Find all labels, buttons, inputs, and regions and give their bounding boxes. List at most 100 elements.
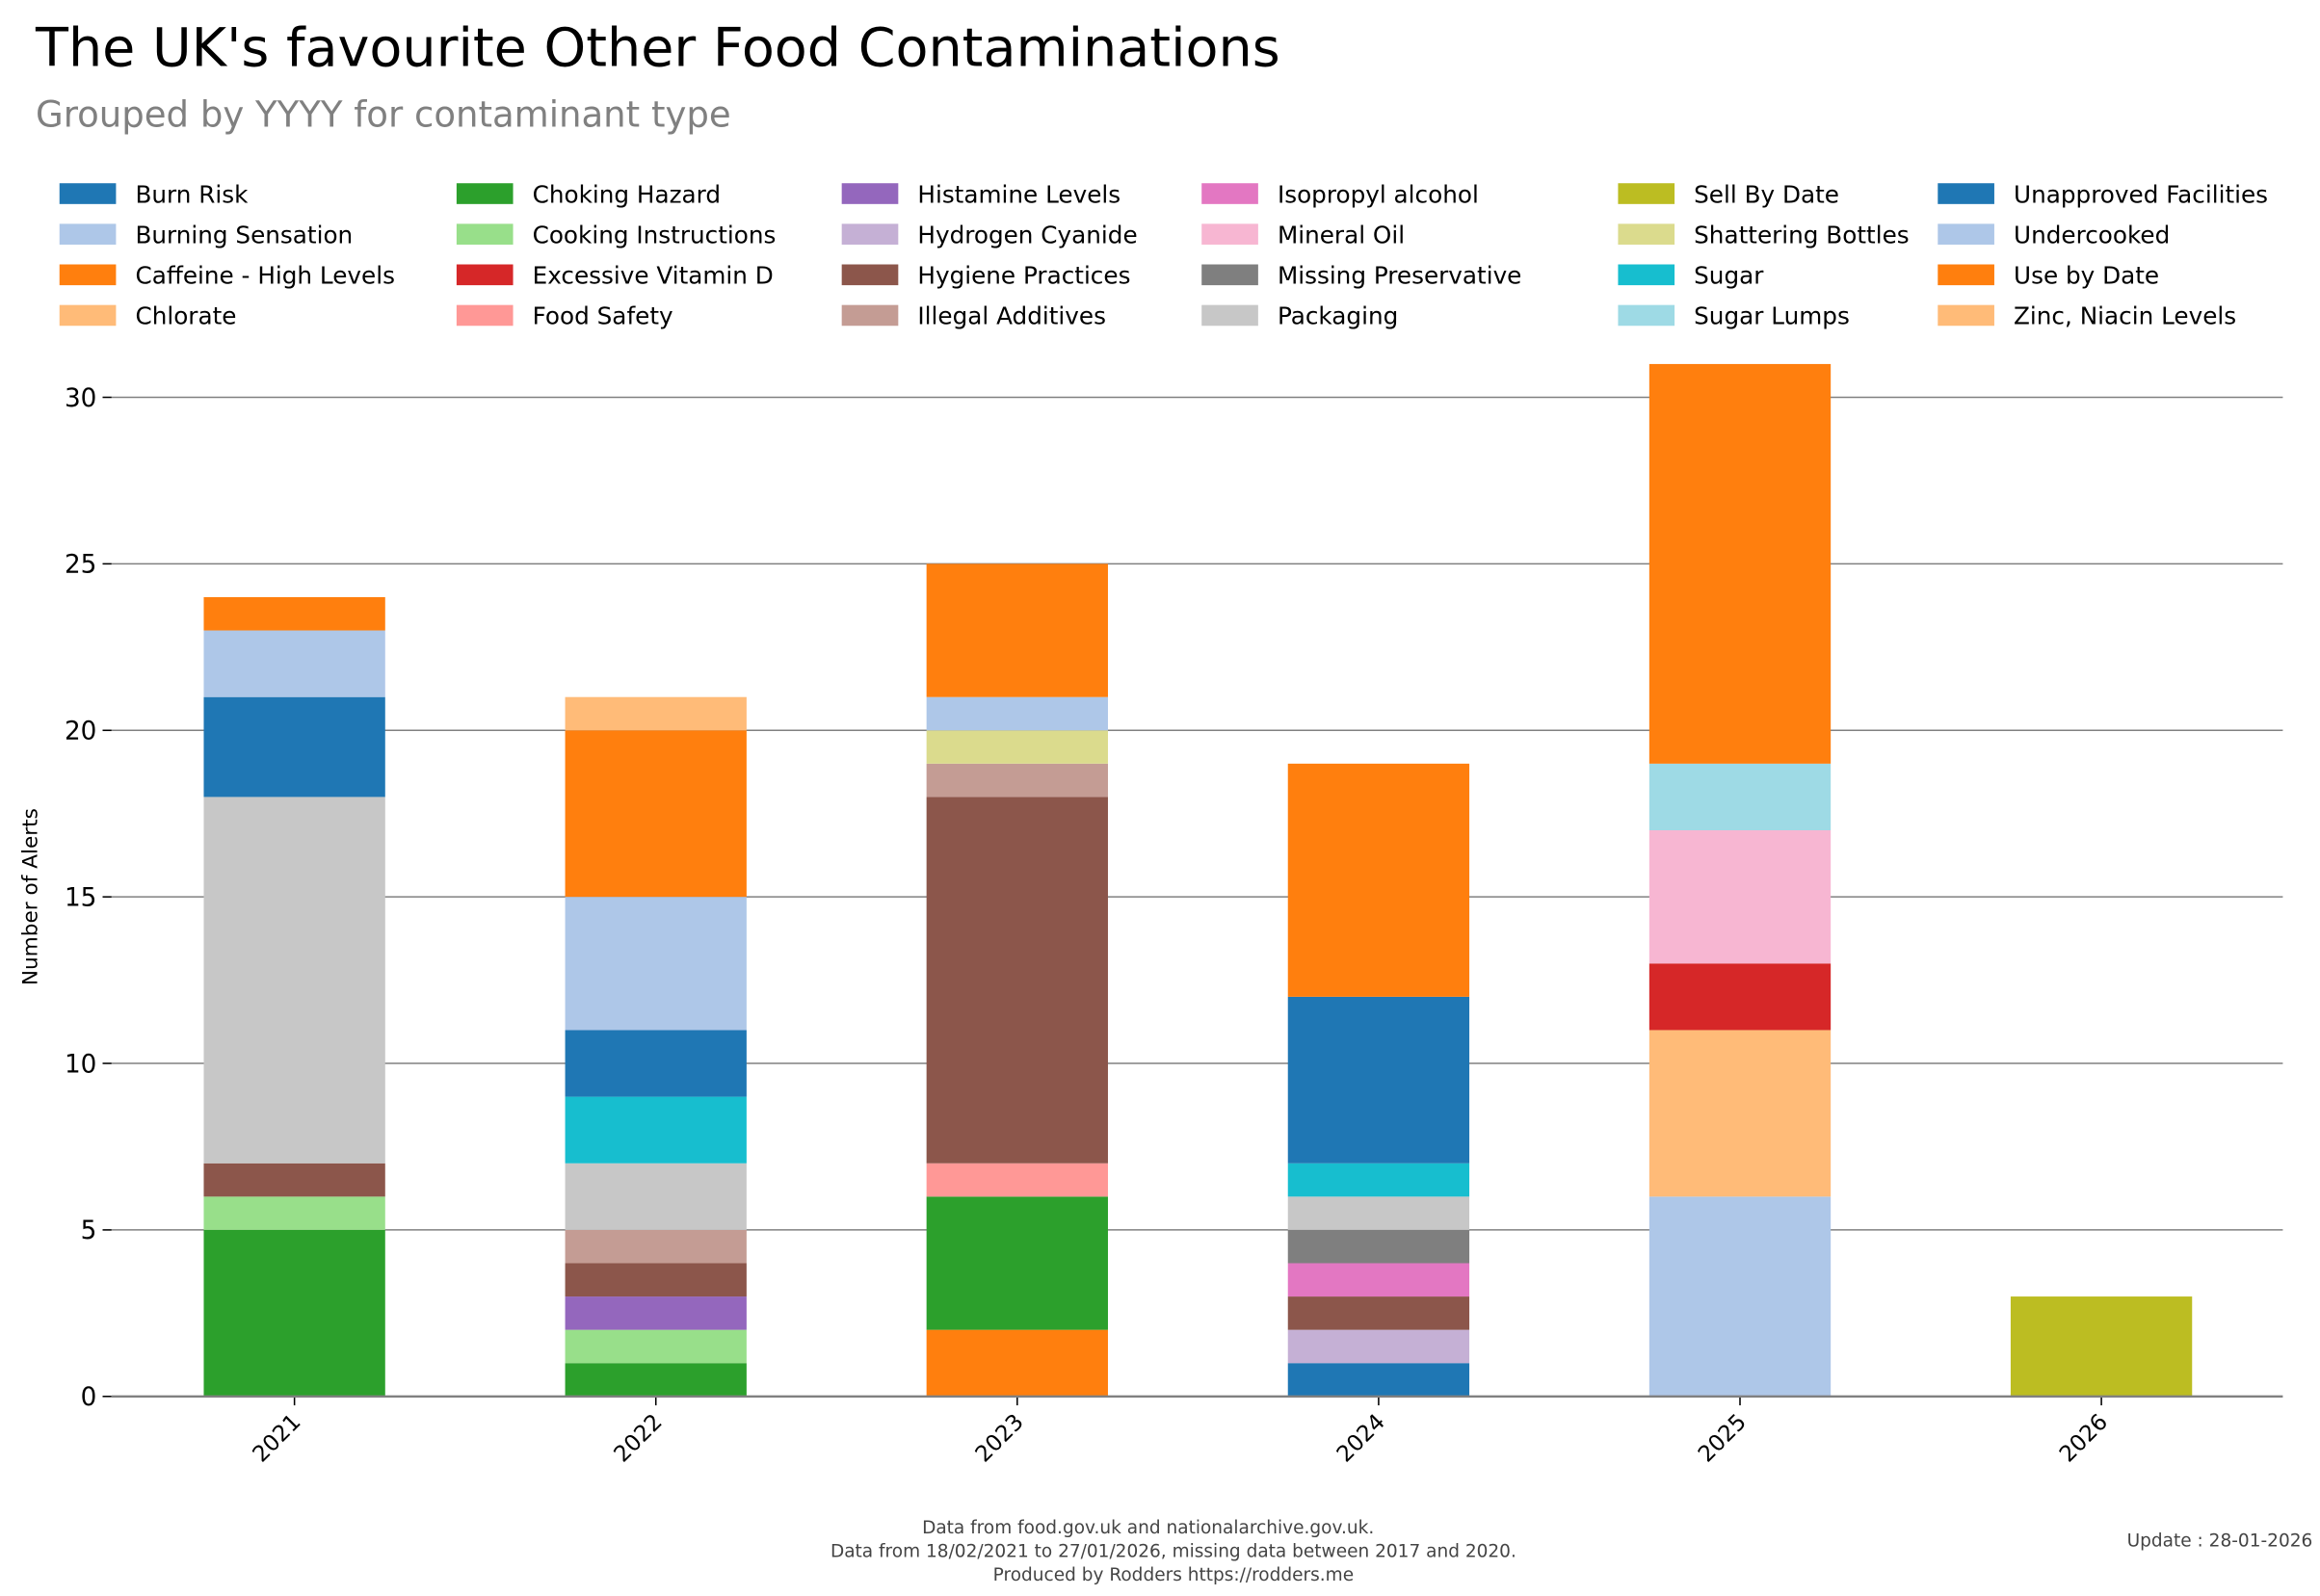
bar-segment-2024 — [1287, 1329, 1470, 1364]
y-tick-label: 0 — [81, 1383, 97, 1412]
legend-swatch — [1201, 264, 1258, 286]
legend-label: Histamine Levels — [917, 180, 1120, 208]
bar-segment-2022 — [565, 1096, 747, 1164]
legend-swatch — [1938, 304, 1994, 327]
bar-segment-2024 — [1287, 1263, 1470, 1297]
bar-segment-2024 — [1287, 1296, 1470, 1330]
bar-segment-2023 — [926, 797, 1108, 1164]
legend-swatch — [456, 304, 514, 327]
x-tick-label: 2025 — [1694, 1409, 1752, 1467]
legend-swatch — [59, 264, 117, 286]
bar-segment-2022 — [565, 1329, 747, 1364]
bar-segment-2023 — [926, 1329, 1108, 1397]
bar-segment-2021 — [203, 1196, 385, 1230]
bar-segment-2021 — [203, 1229, 385, 1397]
bar-segment-2022 — [565, 1363, 747, 1397]
legend-swatch — [456, 183, 514, 204]
legend-label: Undercooked — [2014, 221, 2170, 249]
legend: Burn Risk Burning Sensation Caffeine - Hig… — [59, 180, 2268, 330]
legend-swatch — [59, 304, 117, 327]
x-tick-label: 2024 — [1332, 1409, 1390, 1467]
legend-swatch — [1618, 304, 1675, 327]
bar-segment-2022 — [565, 1163, 747, 1230]
bar-segment-2022 — [565, 1229, 747, 1264]
bar-segment-2025 — [1648, 1030, 1832, 1197]
bar-segment-2023 — [926, 1196, 1108, 1330]
bar-segment-2024 — [1287, 996, 1470, 1164]
legend-label: Burn Risk — [135, 180, 249, 208]
legend-label: Caffeine - High Levels — [135, 262, 394, 290]
legend-label: Isopropyl alcohol — [1278, 180, 1479, 208]
y-tick-label: 15 — [65, 883, 96, 912]
bar-segment-2025 — [1648, 763, 1832, 830]
legend-label: Sugar — [1694, 262, 1764, 290]
legend-swatch — [841, 223, 899, 245]
bar-segment-2021 — [203, 1163, 385, 1197]
legend-swatch — [456, 264, 514, 286]
bar-segment-2023 — [926, 730, 1108, 764]
legend-swatch — [1618, 183, 1675, 204]
bars — [203, 363, 2193, 1397]
y-tick-label: 5 — [81, 1217, 97, 1245]
legend-label: Shattering Bottles — [1694, 221, 1909, 249]
x-tick-label: 2021 — [249, 1409, 306, 1467]
bar-segment-2025 — [1648, 363, 1832, 764]
chart-subtitle: Grouped by YYYY for contaminant type — [36, 94, 731, 136]
legend-swatch — [1201, 183, 1258, 204]
legend-label: Burning Sensation — [135, 221, 353, 249]
legend-label: Sell By Date — [1694, 180, 1839, 208]
legend-swatch — [1201, 223, 1258, 245]
bar-segment-2023 — [926, 696, 1108, 731]
legend-label: Chlorate — [135, 302, 236, 330]
legend-label: Sugar Lumps — [1694, 302, 1850, 330]
bar-segment-2025 — [1648, 829, 1832, 964]
bar-segment-2022 — [565, 1296, 747, 1330]
bar-segment-2022 — [565, 1030, 747, 1097]
x-tick-label: 2022 — [610, 1409, 668, 1467]
legend-label: Hygiene Practices — [917, 262, 1130, 290]
footer-line-3: Produced by Rodders https://rodders.me — [993, 1565, 1354, 1585]
legend-label: Cooking Instructions — [533, 221, 777, 249]
y-axis-label: Number of Alerts — [19, 808, 43, 985]
legend-label: Zinc, Niacin Levels — [2014, 302, 2236, 330]
bar-segment-2024 — [1287, 1229, 1470, 1264]
bar-segment-2023 — [926, 1163, 1108, 1197]
legend-label: Unapproved Facilities — [2014, 180, 2268, 208]
bar-segment-2022 — [565, 730, 747, 898]
y-tick-label: 25 — [65, 551, 96, 580]
bar-segment-2024 — [1287, 1363, 1470, 1397]
bar-segment-2025 — [1648, 963, 1832, 1031]
bar-segment-2024 — [1287, 1163, 1470, 1197]
legend-swatch — [841, 304, 899, 327]
legend-swatch — [59, 183, 117, 204]
bar-segment-2025 — [1648, 1196, 1832, 1397]
legend-swatch — [1938, 183, 1994, 204]
y-tick-label: 20 — [65, 718, 96, 746]
gridlines — [111, 396, 2283, 1231]
legend-label: Illegal Additives — [917, 302, 1106, 330]
legend-label: Excessive Vitamin D — [533, 262, 774, 290]
legend-swatch — [59, 223, 117, 245]
x-tick-label: 2026 — [2055, 1409, 2113, 1467]
bar-segment-2021 — [203, 797, 385, 1164]
bar-segment-2021 — [203, 630, 385, 697]
legend-swatch — [456, 223, 514, 245]
bar-segment-2021 — [203, 596, 385, 631]
bar-segment-2023 — [926, 763, 1108, 798]
y-tick-label: 10 — [65, 1050, 96, 1079]
legend-label: Choking Hazard — [533, 180, 721, 208]
bar-segment-2024 — [1287, 763, 1470, 997]
legend-label: Missing Preservative — [1278, 262, 1521, 290]
legend-swatch — [841, 183, 899, 204]
legend-label: Packaging — [1278, 302, 1398, 330]
legend-swatch — [1618, 264, 1675, 286]
legend-swatch — [1938, 223, 1994, 245]
bar-segment-2022 — [565, 897, 747, 1031]
bar-segment-2026 — [2010, 1296, 2193, 1397]
x-tick-label: 2023 — [971, 1409, 1029, 1467]
legend-swatch — [1938, 264, 1994, 286]
legend-swatch — [841, 264, 899, 286]
update-date: Update : 28-01-2026 — [2127, 1531, 2313, 1552]
